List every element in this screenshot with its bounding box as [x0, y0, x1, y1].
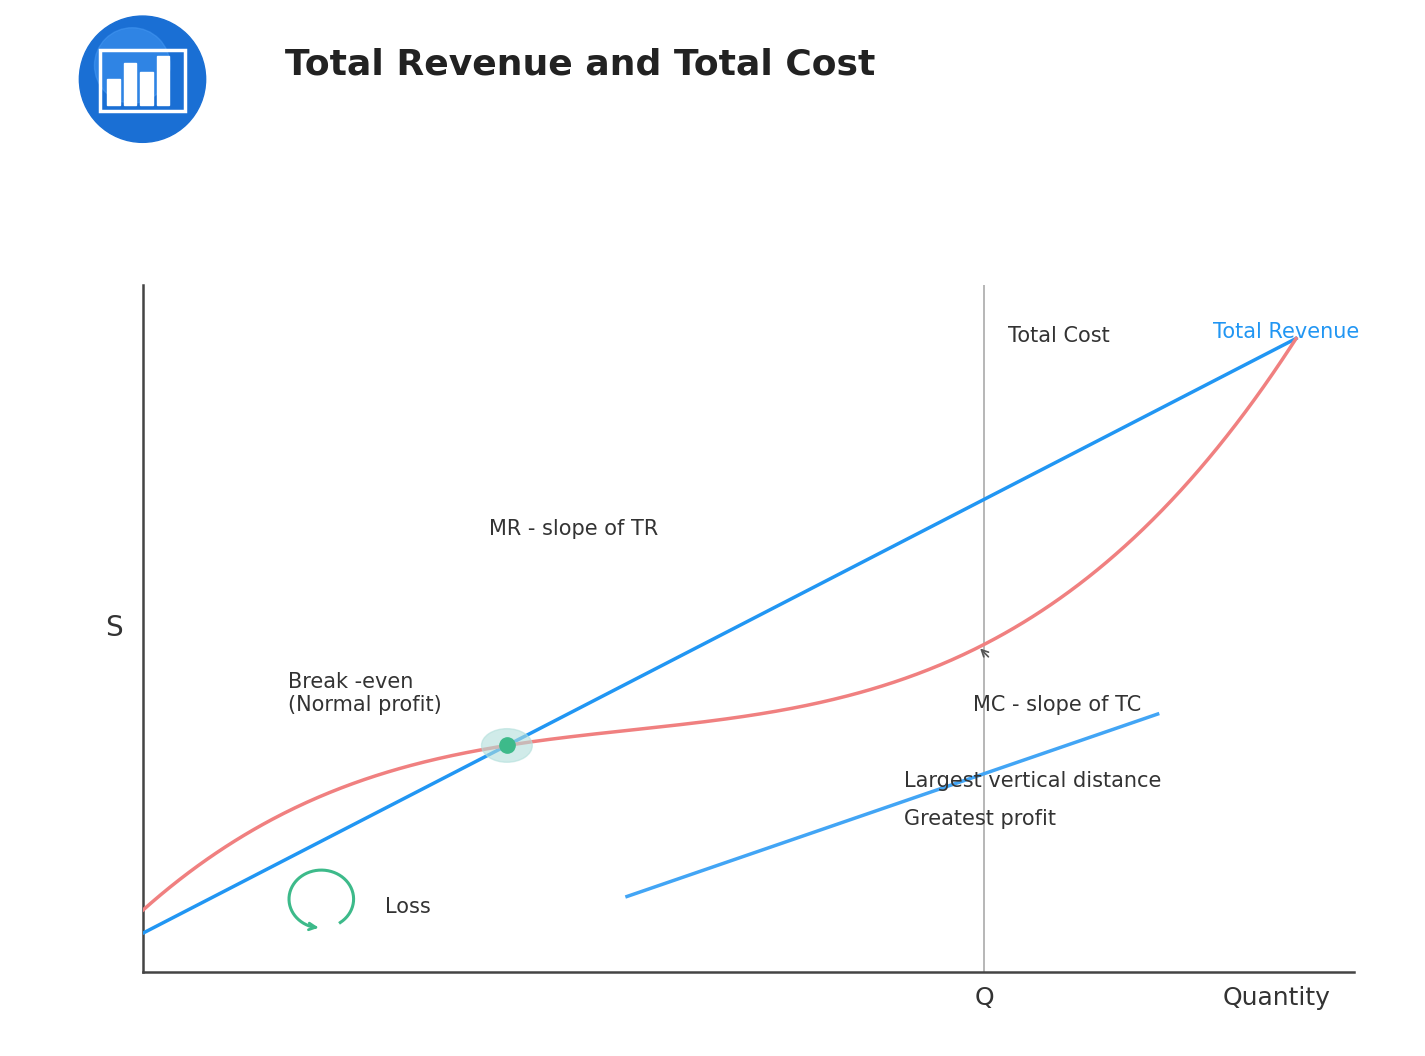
Text: Quantity: Quantity [1223, 986, 1331, 1011]
Text: Largest vertical distance: Largest vertical distance [903, 771, 1161, 791]
Text: Q: Q [975, 986, 993, 1011]
Bar [100, 51, 185, 111]
Circle shape [94, 27, 170, 103]
Bar [157, 56, 170, 106]
Circle shape [80, 16, 205, 143]
Circle shape [482, 729, 533, 762]
Text: Loss: Loss [385, 897, 430, 917]
Text: MC - slope of TC: MC - slope of TC [973, 695, 1141, 715]
Text: Break -even
(Normal profit): Break -even (Normal profit) [288, 672, 442, 715]
Text: Total Revenue and Total Cost: Total Revenue and Total Cost [285, 48, 875, 81]
Text: Total Revenue: Total Revenue [1213, 322, 1359, 342]
Bar [141, 72, 152, 106]
Text: MR - slope of TR: MR - slope of TR [489, 520, 658, 540]
Text: Greatest profit: Greatest profit [903, 809, 1056, 829]
Bar [107, 79, 120, 106]
Text: S: S [105, 615, 123, 642]
Text: Total Cost: Total Cost [1007, 326, 1110, 346]
Bar [124, 62, 137, 106]
